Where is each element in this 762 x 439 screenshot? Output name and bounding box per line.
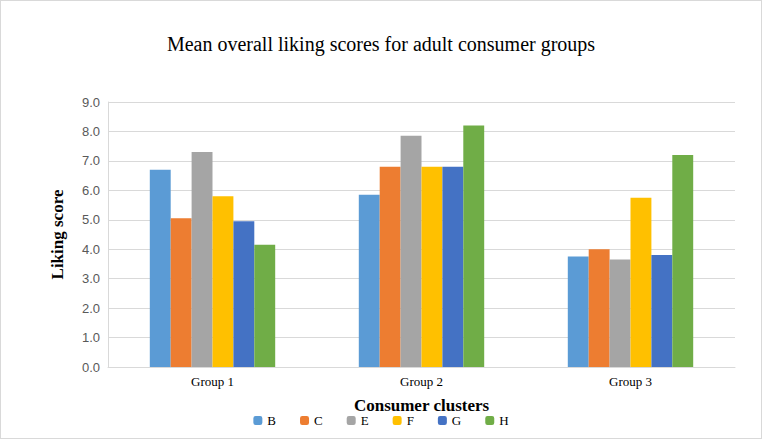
svg-text:B: B bbox=[267, 413, 276, 428]
svg-text:2.0: 2.0 bbox=[82, 301, 100, 316]
svg-text:0.0: 0.0 bbox=[82, 360, 100, 375]
svg-text:7.0: 7.0 bbox=[82, 153, 100, 168]
svg-text:6.0: 6.0 bbox=[82, 183, 100, 198]
svg-text:8.0: 8.0 bbox=[82, 124, 100, 139]
svg-text:G: G bbox=[452, 413, 461, 428]
svg-text:C: C bbox=[314, 413, 323, 428]
svg-text:Group 3: Group 3 bbox=[609, 374, 652, 389]
svg-text:4.0: 4.0 bbox=[82, 242, 100, 257]
svg-text:E: E bbox=[361, 413, 369, 428]
svg-text:5.0: 5.0 bbox=[82, 212, 100, 227]
svg-text:Group 1: Group 1 bbox=[191, 374, 234, 389]
svg-text:Mean overall liking scores for: Mean overall liking scores for adult con… bbox=[167, 33, 595, 56]
svg-text:3.0: 3.0 bbox=[82, 271, 100, 286]
svg-text:9.0: 9.0 bbox=[82, 95, 100, 110]
svg-text:H: H bbox=[499, 413, 508, 428]
svg-text:Liking score: Liking score bbox=[48, 189, 67, 279]
svg-text:1.0: 1.0 bbox=[82, 330, 100, 345]
svg-text:Group 2: Group 2 bbox=[400, 374, 443, 389]
svg-text:Consumer clusters: Consumer clusters bbox=[354, 396, 490, 415]
svg-text:F: F bbox=[407, 413, 414, 428]
